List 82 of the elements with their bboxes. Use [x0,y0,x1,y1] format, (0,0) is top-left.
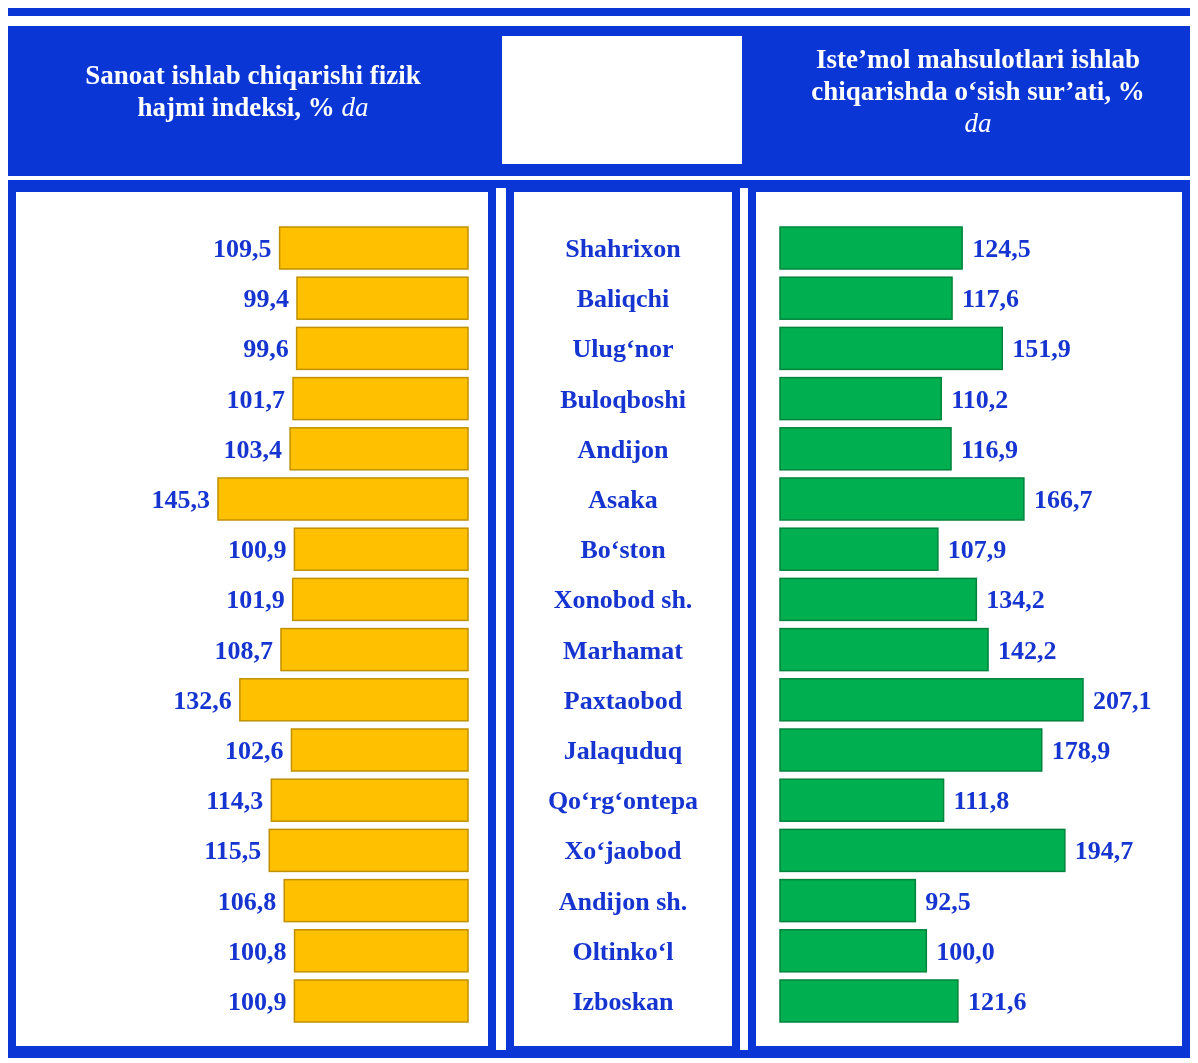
data-label: 110,2 [951,384,1009,414]
data-label: 115,5 [204,836,262,866]
bar [280,627,469,672]
data-label: 99,6 [243,334,289,364]
data-label: 100,9 [227,535,287,565]
data-label: 142,2 [998,635,1057,665]
bar [779,427,952,471]
bar [779,326,1003,371]
bar [290,728,469,772]
data-label: 103,4 [223,434,283,464]
bar [779,828,1066,873]
y-tick-label: Jalaquduq [563,736,683,765]
bar [779,778,945,822]
bar [239,678,469,722]
data-label: 151,9 [1012,334,1071,364]
data-label: 207,1 [1093,685,1152,715]
data-label: 100,8 [228,936,287,966]
bar [779,929,928,973]
data-label: 100,9 [227,987,287,1016]
y-tick-label: Andijon [577,434,670,464]
bar [291,577,469,622]
y-tick-label: Bo‘ston [580,535,667,565]
bar [278,226,469,270]
data-label: 102,6 [224,736,284,765]
bar [779,477,1025,521]
y-tick-label: Buloqboshi [560,384,686,414]
data-label: 194,7 [1074,836,1134,866]
data-label: 99,4 [243,284,289,314]
y-tick-label: Izboskan [572,987,675,1016]
data-label: 166,7 [1033,485,1093,514]
bar [217,477,469,521]
data-label: 111,8 [953,786,1010,816]
bar [295,326,469,371]
data-label: 145,3 [151,485,210,514]
data-label: 106,8 [217,886,277,916]
data-label: 116,9 [961,434,1019,464]
bar [779,577,978,622]
data-label: 124,5 [972,234,1031,263]
y-tick-label: Baliqchi [576,284,670,314]
bar [779,226,963,270]
y-tick-label: Xo‘jaobod [564,836,683,866]
data-label: 101,9 [226,585,285,615]
y-tick-label: Marhamat [563,635,684,665]
y-tick-label: Ulug‘nor [572,334,674,364]
bar [283,878,469,923]
bar [293,929,469,973]
y-tick-label: Asaka [588,485,658,514]
data-label: 101,7 [226,384,286,414]
bar [779,276,953,320]
y-tick-label: Qo‘rg‘ontepa [547,786,699,816]
bar [293,979,469,1023]
bar [779,878,917,923]
bar [779,678,1084,722]
data-label: 92,5 [925,886,971,916]
data-label: 121,6 [967,987,1027,1016]
y-tick-label: Xonobod sh. [553,585,693,615]
bar [779,376,942,421]
data-label: 132,6 [173,685,232,715]
chart-title: Sanoat ishlab chiqarishi fizik hajmi indeksi, % da [85,60,421,122]
bar [779,728,1043,772]
data-label: 107,9 [947,535,1007,565]
y-tick-label: Oltinko‘l [572,936,674,966]
y-tick-label: Andijon sh. [558,886,688,916]
data-label: 114,3 [206,786,264,816]
bar [296,276,469,320]
data-label: 108,7 [214,635,273,665]
bar [268,828,469,873]
chart-title: Iste’mol mahsulotlari ishlab chiqarishda o‘sish sur’ati, % da [811,44,1145,138]
data-label: 117,6 [962,284,1020,314]
y-tick-label: Paxtaobod [563,685,683,715]
bar [779,627,989,672]
data-label: 109,5 [213,234,272,263]
data-label: 134,2 [986,585,1045,615]
bar [292,376,469,421]
bar [270,778,469,822]
data-label: 178,9 [1051,736,1111,765]
bar [779,979,959,1023]
data-label: 100,0 [936,936,995,966]
y-tick-label: Shahrixon [565,234,682,263]
bar [293,527,469,571]
bar [289,427,469,471]
bar [779,527,939,571]
